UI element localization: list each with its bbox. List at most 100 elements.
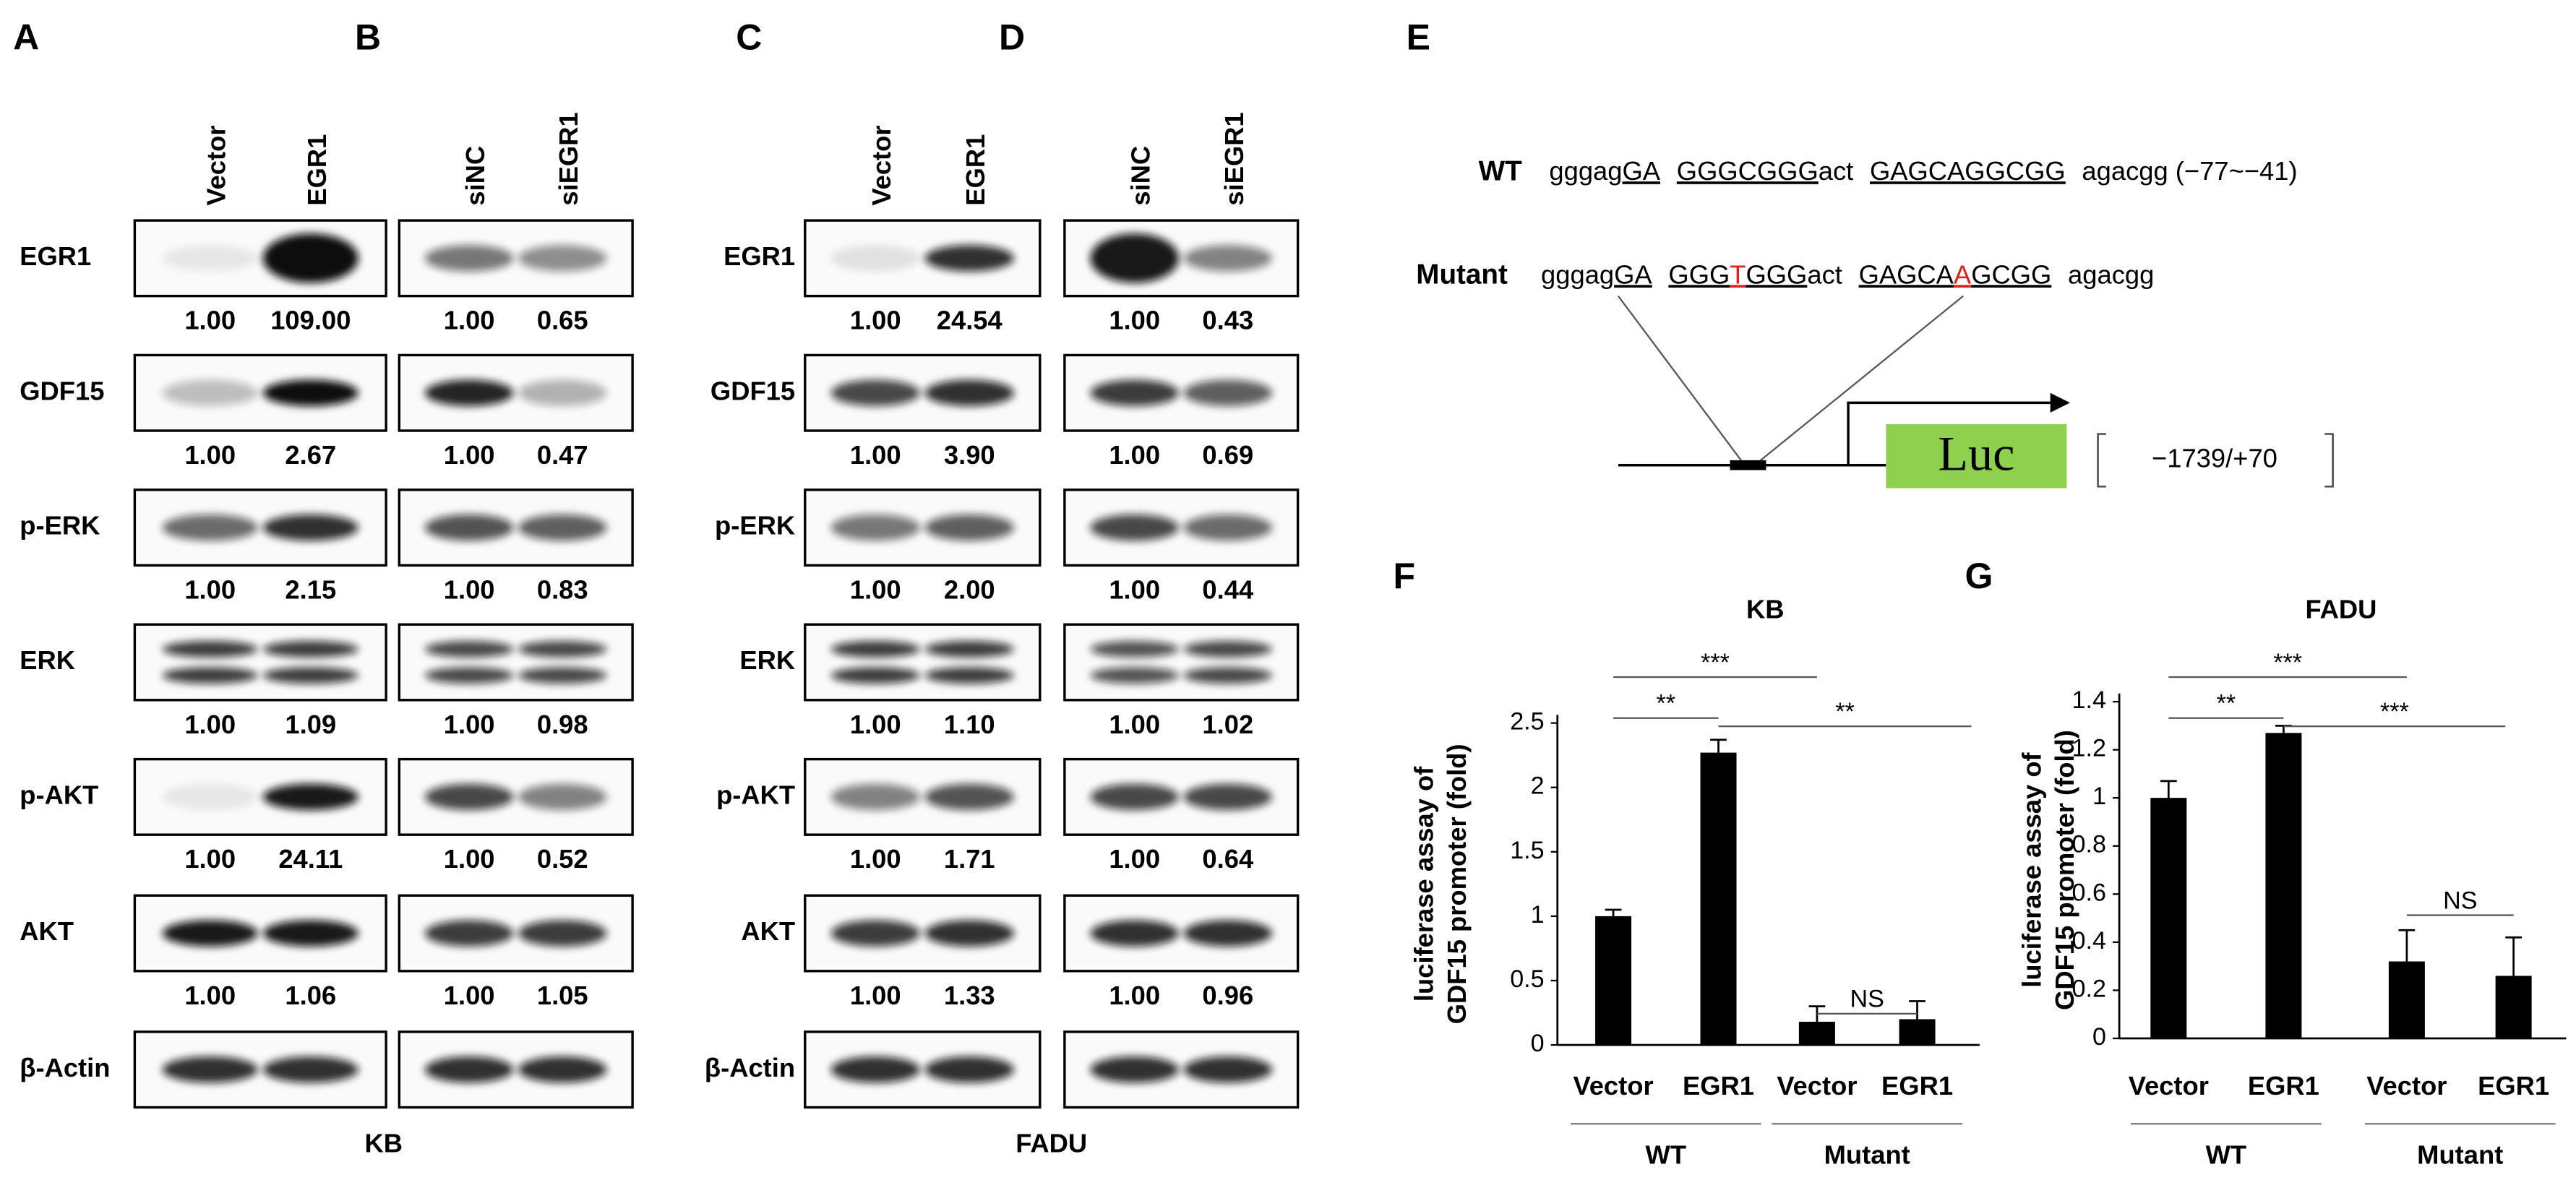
sequence-segment: gggag: [1549, 156, 1622, 186]
row-label: AKT: [741, 916, 795, 946]
lane-label: siEGR1: [554, 112, 583, 205]
row-label: ERK: [20, 645, 75, 675]
quantification: 0.69: [1202, 440, 1253, 470]
significance-label: NS: [2443, 887, 2477, 914]
y-tick-label: 1.4: [2072, 686, 2106, 714]
x-tick-label: Vector: [1573, 1071, 1653, 1101]
panel-label: E: [1407, 17, 1430, 57]
blot-band: [924, 1056, 1015, 1083]
quantification: 24.54: [937, 306, 1003, 335]
blot-band: [1090, 1056, 1180, 1083]
quantification: 1.00: [1109, 844, 1160, 874]
panel-label: F: [1393, 556, 1415, 596]
lane-label: siEGR1: [1219, 112, 1249, 205]
blot-band: [830, 514, 921, 541]
blot-band: [262, 920, 359, 947]
quantification: 1.06: [285, 981, 336, 1010]
significance-label: ***: [1701, 649, 1730, 676]
quantification: 0.96: [1202, 981, 1253, 1010]
blot-box: [804, 623, 1042, 702]
blot-band: [830, 783, 921, 811]
blot-band: [1183, 783, 1273, 811]
quantification: 1.05: [537, 981, 588, 1010]
significance-label: **: [1835, 698, 1855, 725]
blot-band: [162, 783, 258, 811]
quantification: 1.00: [444, 306, 495, 335]
quantification: 3.90: [944, 440, 995, 470]
y-tick-label: 1: [1531, 901, 1545, 929]
lane-label: siNC: [1126, 146, 1156, 206]
panel-label: B: [355, 17, 381, 57]
error-bar: [2505, 936, 2522, 1016]
error-bar: [1909, 1000, 1925, 1038]
y-tick-label: 1.2: [2072, 735, 2106, 762]
quantification: 1.00: [444, 574, 495, 604]
quantification: 0.64: [1202, 844, 1254, 874]
blot-band: [424, 920, 514, 947]
blot-band: [162, 640, 258, 658]
y-axis-label: GDF15 promoter (fold): [2050, 730, 2079, 1010]
sequence-segment: GAGCAGGCGG: [1870, 156, 2066, 186]
blot-band: [518, 1056, 607, 1083]
quantification: 0.47: [537, 440, 588, 470]
sequence-name: WT: [1479, 155, 1522, 186]
row-label: GDF15: [710, 376, 795, 405]
blot-band: [1183, 245, 1273, 272]
quantification: 1.00: [184, 306, 236, 335]
sequence: gggagGA GGGTGGGact GAGCAAGCGG agacgg: [1541, 259, 2154, 289]
quantification: 2.67: [285, 440, 336, 470]
blot-band: [424, 379, 514, 406]
row-label: ERK: [739, 645, 795, 675]
blot-band: [1183, 640, 1273, 658]
row-label: β-Actin: [20, 1053, 110, 1082]
quantification: 1.00: [184, 710, 236, 739]
row-label: p-AKT: [716, 780, 795, 810]
row-label: GDF15: [20, 376, 104, 405]
y-tick-label: 0.6: [2072, 879, 2106, 906]
bar: [1595, 916, 1632, 1046]
x-tick-label: EGR1: [2478, 1071, 2549, 1101]
bar: [2265, 733, 2302, 1039]
quantification: 0.43: [1202, 306, 1253, 335]
blot-band: [262, 783, 359, 811]
blot-band: [518, 920, 607, 947]
bar: [2150, 798, 2187, 1039]
sequence-segment: gggag: [1541, 259, 1614, 289]
panel-label: A: [13, 17, 39, 57]
quantification: 1.00: [1109, 574, 1160, 604]
x-tick-label: Vector: [2129, 1071, 2209, 1101]
x-tick-label: EGR1: [1683, 1071, 1754, 1101]
sequence-segment: GGG: [1746, 259, 1807, 289]
group-label: WT: [2206, 1140, 2247, 1169]
quantification: 0.52: [537, 844, 588, 874]
blot-band: [518, 379, 607, 406]
quantification: 1.00: [184, 440, 236, 470]
quantification: 1.00: [850, 306, 901, 335]
blot-band: [262, 233, 359, 283]
blot-band: [1090, 640, 1180, 658]
quantification: 0.44: [1202, 574, 1254, 604]
sequence-segment: GAGCA: [1859, 259, 1954, 289]
sequence-name: Mutant: [1416, 259, 1508, 290]
error-bar: [1808, 1005, 1826, 1038]
blot-band: [518, 783, 607, 811]
group-label: WT: [1646, 1140, 1687, 1169]
blot-band: [1183, 379, 1273, 406]
row-label: β-Actin: [705, 1053, 795, 1082]
blot-band: [924, 379, 1015, 406]
row-label: p-AKT: [20, 780, 98, 810]
row-label: EGR1: [724, 241, 795, 271]
blot-band: [518, 640, 607, 658]
cell-line-label: KB: [364, 1128, 403, 1158]
quantification: 1.10: [944, 710, 995, 739]
y-axis-label: GDF15 promoter (fold): [1442, 744, 1472, 1024]
significance-label: **: [1657, 690, 1676, 718]
y-tick-label: 0.8: [2072, 831, 2106, 858]
y-tick-label: 1: [2092, 783, 2106, 810]
blot-band: [162, 379, 258, 406]
significance-label: NS: [1850, 986, 1884, 1013]
blot-band: [830, 379, 921, 406]
sequence-segment: T: [1730, 259, 1746, 289]
quantification: 2.00: [944, 574, 995, 604]
blot-band: [262, 514, 359, 541]
